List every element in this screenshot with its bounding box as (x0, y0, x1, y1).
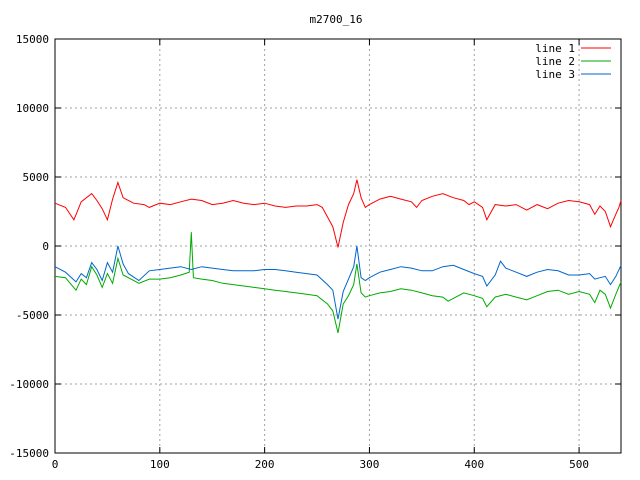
y-tick-label: -15000 (9, 447, 49, 460)
x-tick-label: 0 (52, 458, 59, 471)
x-tick-label: 400 (464, 458, 484, 471)
series-line-2 (54, 232, 622, 334)
y-tick-label: 5000 (23, 171, 50, 184)
legend-label-3: line 3 (535, 68, 575, 81)
series-lines (54, 179, 622, 334)
legend-label-1: line 1 (535, 42, 575, 55)
x-tick-label: 100 (150, 458, 170, 471)
y-tick-label: 15000 (16, 33, 49, 46)
y-tick-label: 0 (42, 240, 49, 253)
legend-label-2: line 2 (535, 55, 575, 68)
grid (55, 39, 621, 453)
chart-title: m2700_16 (310, 13, 363, 26)
x-tick-label: 300 (360, 458, 380, 471)
axis-ticks: -15000 -10000 -5000 0 5000 10000 15000 0 100 200 3… (9, 33, 621, 471)
x-tick-label: 200 (255, 458, 275, 471)
series-line-3 (54, 245, 622, 320)
y-tick-label: -5000 (16, 309, 49, 322)
y-tick-label: 10000 (16, 102, 49, 115)
x-tick-label: 500 (569, 458, 589, 471)
series-line-1 (54, 179, 622, 248)
y-tick-label: -10000 (9, 378, 49, 391)
